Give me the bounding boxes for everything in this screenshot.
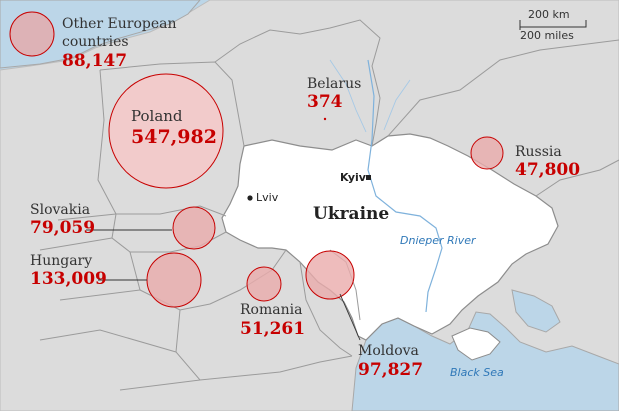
- dnieper-river: [367, 59, 443, 313]
- bubble-other-european: [9, 11, 55, 57]
- label-romania: Romania: [240, 302, 303, 318]
- value-romania: 51,261: [240, 319, 306, 339]
- label-lviv: Lviv: [256, 191, 279, 204]
- bubble-poland: [108, 73, 224, 189]
- bubble-slovakia: [172, 206, 216, 250]
- lviv-marker: [247, 195, 253, 201]
- crimea: [451, 327, 501, 361]
- ukraine-territory: [221, 133, 559, 341]
- label-moldova: Moldova: [358, 343, 419, 359]
- label-dnieper-river: Dnieper River: [400, 234, 476, 247]
- label-other-european-line2: countries: [62, 34, 129, 50]
- value-other-european: 88,147: [62, 51, 128, 71]
- leader-lines: [86, 229, 361, 341]
- value-slovakia: 79,059: [30, 218, 96, 238]
- bubble-belarus: [323, 117, 327, 121]
- label-kyiv: Kyiv: [340, 171, 366, 184]
- scale-km-label: 200 km: [528, 8, 570, 21]
- bubble-romania: [246, 266, 282, 302]
- bubble-russia: [470, 136, 504, 170]
- label-poland: Poland: [131, 107, 183, 125]
- value-belarus: 374: [307, 92, 343, 112]
- scale-miles-label: 200 miles: [520, 29, 574, 42]
- label-ukraine: Ukraine: [313, 204, 390, 224]
- label-black-sea: Black Sea: [450, 366, 504, 379]
- kyiv-marker: [366, 175, 371, 180]
- label-belarus: Belarus: [307, 76, 362, 92]
- scale-bar: [519, 20, 587, 30]
- river-tributary-2: [383, 79, 411, 131]
- label-russia: Russia: [515, 144, 562, 160]
- value-russia: 47,800: [515, 160, 581, 180]
- bubble-moldova: [305, 250, 355, 300]
- label-hungary: Hungary: [30, 253, 93, 269]
- sea-of-azov: [511, 289, 561, 333]
- bubble-hungary: [146, 252, 202, 308]
- label-other-european-line1: Other European: [62, 16, 177, 32]
- bubbles: [9, 11, 504, 308]
- value-moldova: 97,827: [358, 360, 424, 380]
- label-slovakia: Slovakia: [30, 202, 91, 218]
- value-poland: 547,982: [131, 126, 217, 148]
- river-tributary: [329, 59, 367, 133]
- value-hungary: 133,009: [30, 269, 107, 289]
- baltic-coast: [0, 0, 201, 69]
